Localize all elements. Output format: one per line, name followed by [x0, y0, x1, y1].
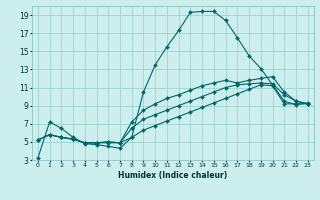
X-axis label: Humidex (Indice chaleur): Humidex (Indice chaleur)	[118, 171, 228, 180]
